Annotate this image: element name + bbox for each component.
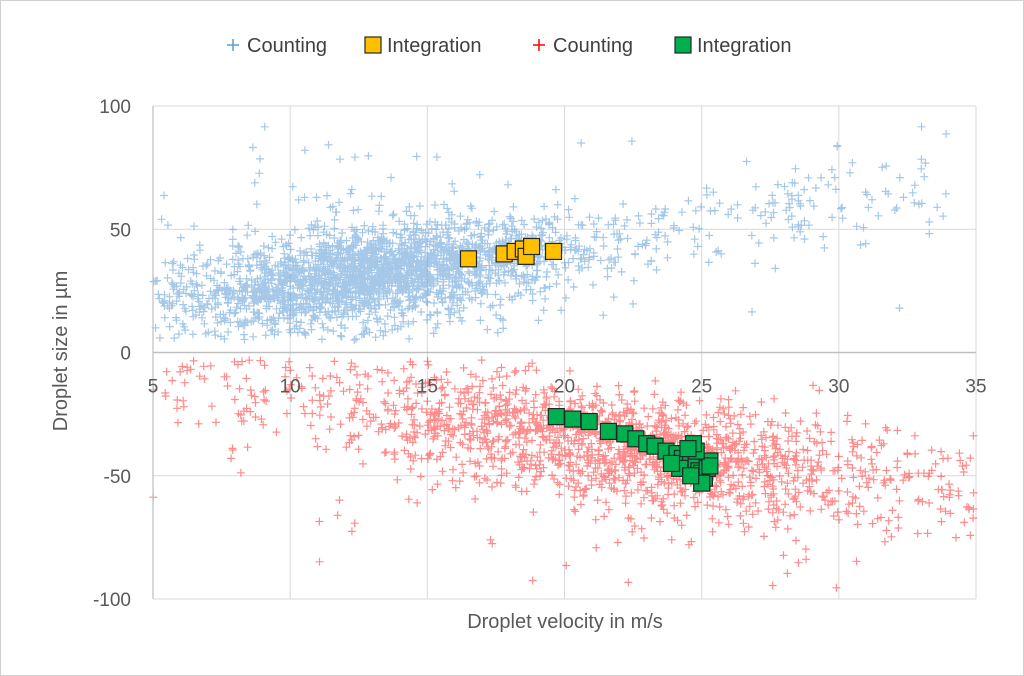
x-tick-label: 25: [691, 377, 712, 398]
axes: [152, 106, 976, 599]
integration-point: [547, 407, 565, 426]
x-tick-label: 20: [554, 377, 575, 398]
integration-markers: [459, 237, 719, 492]
legend: Counting Integration Counting Integration: [227, 35, 792, 57]
x-tick-label: 35: [965, 377, 986, 398]
integration-point: [679, 440, 697, 458]
counting-cloud-blue: [149, 122, 951, 344]
integration-point: [662, 454, 681, 473]
y-tick-label: 100: [99, 97, 131, 118]
integration-point: [522, 237, 541, 256]
integration-point: [701, 457, 719, 475]
x-axis-label: Droplet velocity in m/s: [467, 611, 663, 633]
x-tick-label: 10: [280, 377, 301, 398]
integration-point: [682, 467, 700, 485]
integration-point: [580, 412, 598, 431]
counting-clouds: [149, 122, 978, 592]
legend-marker-square: [674, 36, 692, 54]
integration-point: [544, 242, 563, 261]
integration-point: [599, 422, 617, 440]
legend-marker-plus: [227, 39, 239, 51]
y-tick-label: -100: [93, 590, 131, 611]
y-tick-label: 50: [110, 220, 131, 241]
tick-labels: 5 10 15 20 25 30 35 100 50 0 -50 -100: [93, 97, 987, 611]
y-tick-label: -50: [104, 467, 131, 488]
legend-marker-plus: [533, 39, 545, 51]
legend-label: Integration: [387, 35, 482, 57]
legend-label: Counting: [553, 35, 633, 57]
y-axis-label: Droplet size in µm: [50, 271, 72, 431]
integration-point: [564, 410, 582, 428]
y-tick-label: 0: [120, 344, 131, 365]
legend-label: Counting: [247, 35, 327, 57]
legend-marker-square: [364, 36, 382, 54]
legend-label: Integration: [697, 35, 792, 57]
x-tick-label: 15: [417, 377, 438, 398]
x-tick-label: 30: [828, 377, 849, 398]
x-tick-label: 5: [148, 377, 159, 398]
integration-point: [459, 250, 478, 268]
